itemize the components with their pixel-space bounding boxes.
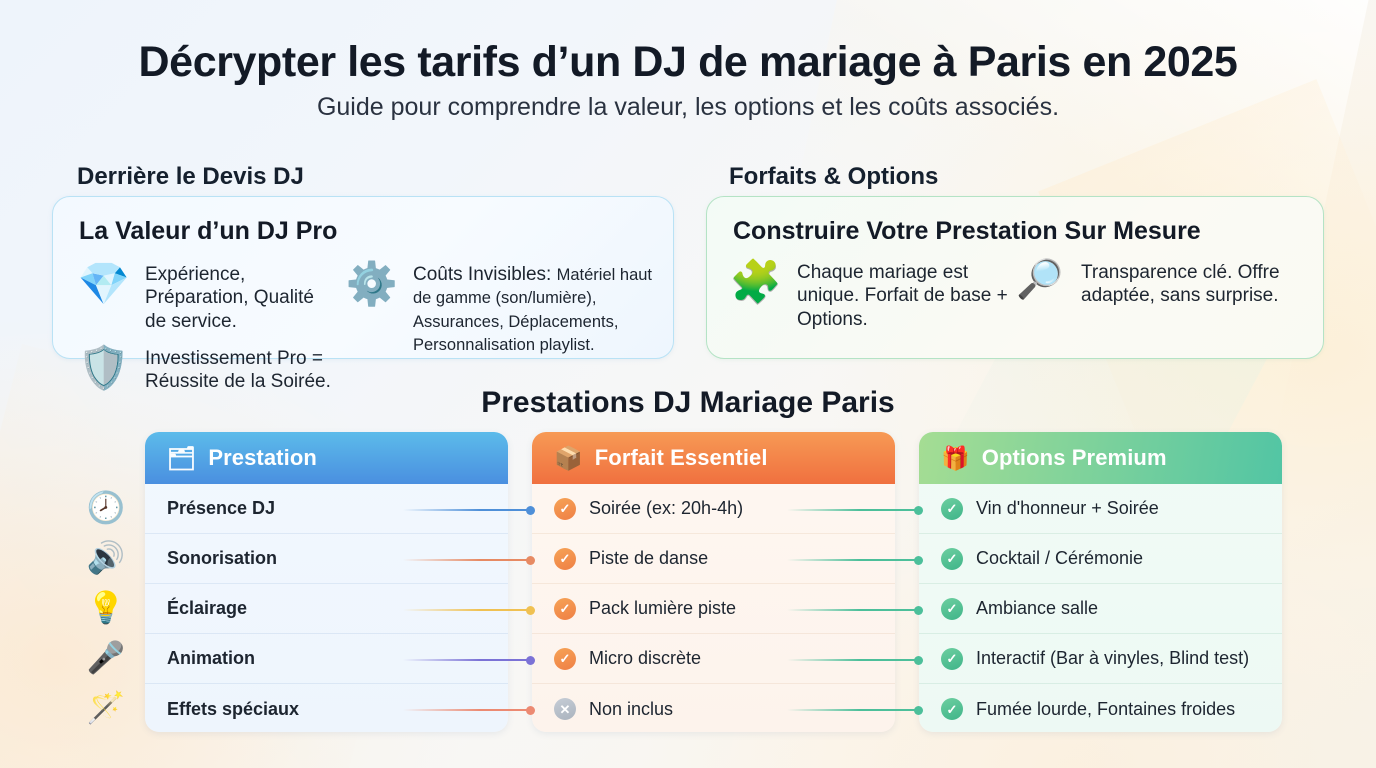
feature-investissement-pro-text: Investissement Pro = Réussite de la Soir… bbox=[145, 348, 331, 393]
microphone-icon: 🎤 bbox=[86, 640, 126, 675]
table-row: ✕ Non inclus bbox=[532, 684, 895, 732]
feature-couts-invisibles-text: Coûts Invisibles: Matériel haut de gamme… bbox=[413, 261, 663, 356]
cell-text: Animation bbox=[167, 648, 255, 668]
feature-couts-invisibles: ⚙️ Coûts Invisibles: Matériel haut de ga… bbox=[343, 261, 663, 356]
gears-icon: ⚙️ bbox=[345, 260, 399, 307]
table-column-options-premium: 🎁 Options Premium ✓ Vin d'honneur + Soiré… bbox=[919, 432, 1282, 732]
package-icon: 📦 bbox=[554, 444, 583, 471]
feature-experience: 💎 Expérience, Préparation, Qualité de se… bbox=[75, 261, 325, 333]
cell-text: Cocktail / Cérémonie bbox=[976, 548, 1144, 568]
feature-chaque-mariage-text: Chaque mariage est unique. Forfait de ba… bbox=[797, 262, 1008, 330]
cell-text: Pack lumière piste bbox=[589, 598, 737, 618]
prestations-table: 🗂 Prestation Présence DJ Sonorisation Écla… bbox=[145, 432, 1300, 732]
table-row: ✓ Cocktail / Cérémonie bbox=[919, 534, 1282, 584]
column-header-premium: 🎁 Options Premium bbox=[919, 432, 1282, 484]
column-header-forfait-label: Forfait Essentiel bbox=[594, 445, 768, 470]
cell-text: Vin d'honneur + Soirée bbox=[976, 498, 1159, 518]
column-header-prestation-label: Prestation bbox=[208, 445, 317, 470]
light-bulb-icon: 💡 bbox=[86, 590, 126, 625]
page-subtitle: Guide pour comprendre la valeur, les opt… bbox=[316, 93, 1060, 121]
check-icon: ✓ bbox=[941, 597, 963, 620]
card-valeur-dj-pro: La Valeur d’un DJ Pro 💎 Expérience, Prép… bbox=[52, 196, 674, 392]
table-row: ✓ Fumée lourde, Fontaines froides bbox=[919, 684, 1282, 732]
cell-text: Fumée lourde, Fontaines froides bbox=[976, 698, 1236, 719]
cell-text: Éclairage bbox=[167, 598, 248, 618]
feature-couts-lead: Coûts Invisibles: bbox=[413, 264, 552, 285]
table-row: ✓ Soirée (ex: 20h-4h) bbox=[532, 484, 895, 534]
cell-text: Piste de danse bbox=[589, 548, 709, 568]
column-header-prestation: 🗂 Prestation bbox=[145, 432, 508, 484]
check-icon: ✓ bbox=[554, 547, 576, 570]
table-row: Sonorisation bbox=[145, 534, 508, 584]
feature-transparence-text: Transparence clé. Offre adaptée, sans su… bbox=[1081, 262, 1280, 307]
feature-chaque-mariage: 🧩 Chaque mariage est unique. Forfait de … bbox=[727, 259, 1017, 331]
card-left-heading: La Valeur d’un DJ Pro bbox=[79, 217, 338, 245]
check-icon: ✓ bbox=[941, 698, 963, 720]
cell-text: Micro discrète bbox=[589, 648, 702, 668]
column-header-premium-label: Options Premium bbox=[981, 445, 1167, 470]
magic-wand-icon: 🪄 bbox=[86, 690, 126, 725]
gift-icon: 🎁 bbox=[941, 444, 970, 471]
feature-transparence: 🔎 Transparence clé. Offre adaptée, sans … bbox=[1011, 259, 1311, 308]
table-row: Présence DJ bbox=[145, 484, 508, 534]
puzzle-piece-icon: 🧩 bbox=[729, 258, 783, 305]
card-prestation-sur-mesure: Construire Votre Prestation Sur Mesure 🧩… bbox=[706, 196, 1324, 359]
cell-text: Soirée (ex: 20h-4h) bbox=[589, 498, 744, 518]
table-row: ✓ Pack lumière piste bbox=[532, 584, 895, 634]
feature-experience-text: Expérience, Préparation, Qualité de serv… bbox=[145, 264, 314, 332]
cell-text: Présence DJ bbox=[167, 498, 276, 518]
table-row: ✓ Vin d'honneur + Soirée bbox=[919, 484, 1282, 534]
table-row: Animation bbox=[145, 634, 508, 684]
feature-couts-detail: Matériel haut de gamme (son/lumière), As… bbox=[413, 266, 653, 355]
shield-check-icon: 🛡️ bbox=[77, 344, 131, 391]
check-icon: ✓ bbox=[941, 547, 963, 570]
gem-icon: 💎 bbox=[77, 260, 131, 307]
page-title: Décrypter les tarifs d’un DJ de mariage … bbox=[138, 38, 1238, 86]
magnifier-up-icon: 🔎 bbox=[1016, 259, 1064, 301]
table-title: Prestations DJ Mariage Paris bbox=[481, 386, 895, 419]
table-row: ✓ Ambiance salle bbox=[919, 584, 1282, 634]
section-label-left: Derrière le Devis DJ bbox=[77, 163, 304, 190]
section-label-right: Forfaits & Options bbox=[729, 163, 939, 190]
table-row: ✓ Micro discrète bbox=[532, 634, 895, 684]
table-row: ✓ Interactif (Bar à vinyles, Blind test) bbox=[919, 634, 1282, 684]
table-row: Éclairage bbox=[145, 584, 508, 634]
feature-investissement-pro: 🛡️ Investissement Pro = Réussite de la S… bbox=[75, 345, 365, 394]
cell-text: Sonorisation bbox=[167, 548, 278, 568]
check-icon: ✓ bbox=[941, 497, 963, 520]
check-icon: ✓ bbox=[554, 497, 576, 520]
check-icon: ✓ bbox=[554, 647, 576, 670]
table-row: Effets spéciaux bbox=[145, 684, 508, 732]
row-icon-gutter: 🕗 🔊 💡 🎤 🪄 bbox=[78, 432, 134, 732]
loudspeaker-icon: 🔊 bbox=[86, 540, 126, 575]
check-icon: ✓ bbox=[941, 647, 963, 670]
table-column-prestation: 🗂 Prestation Présence DJ Sonorisation Écla… bbox=[145, 432, 508, 732]
cell-text: Interactif (Bar à vinyles, Blind test) bbox=[976, 648, 1250, 668]
org-chart-icon: 🗂 bbox=[167, 444, 197, 471]
column-header-forfait: 📦 Forfait Essentiel bbox=[532, 432, 895, 484]
cell-text: Effets spéciaux bbox=[167, 698, 300, 719]
check-icon: ✓ bbox=[554, 597, 576, 620]
clock-refresh-icon: 🕗 bbox=[86, 490, 126, 525]
cell-text: Ambiance salle bbox=[976, 598, 1099, 618]
cross-icon: ✕ bbox=[554, 698, 576, 720]
card-right-heading: Construire Votre Prestation Sur Mesure bbox=[733, 217, 1201, 245]
table-column-forfait-essentiel: 📦 Forfait Essentiel ✓ Soirée (ex: 20h-4h)… bbox=[532, 432, 895, 732]
table-row: ✓ Piste de danse bbox=[532, 534, 895, 584]
cell-text: Non inclus bbox=[589, 698, 674, 719]
